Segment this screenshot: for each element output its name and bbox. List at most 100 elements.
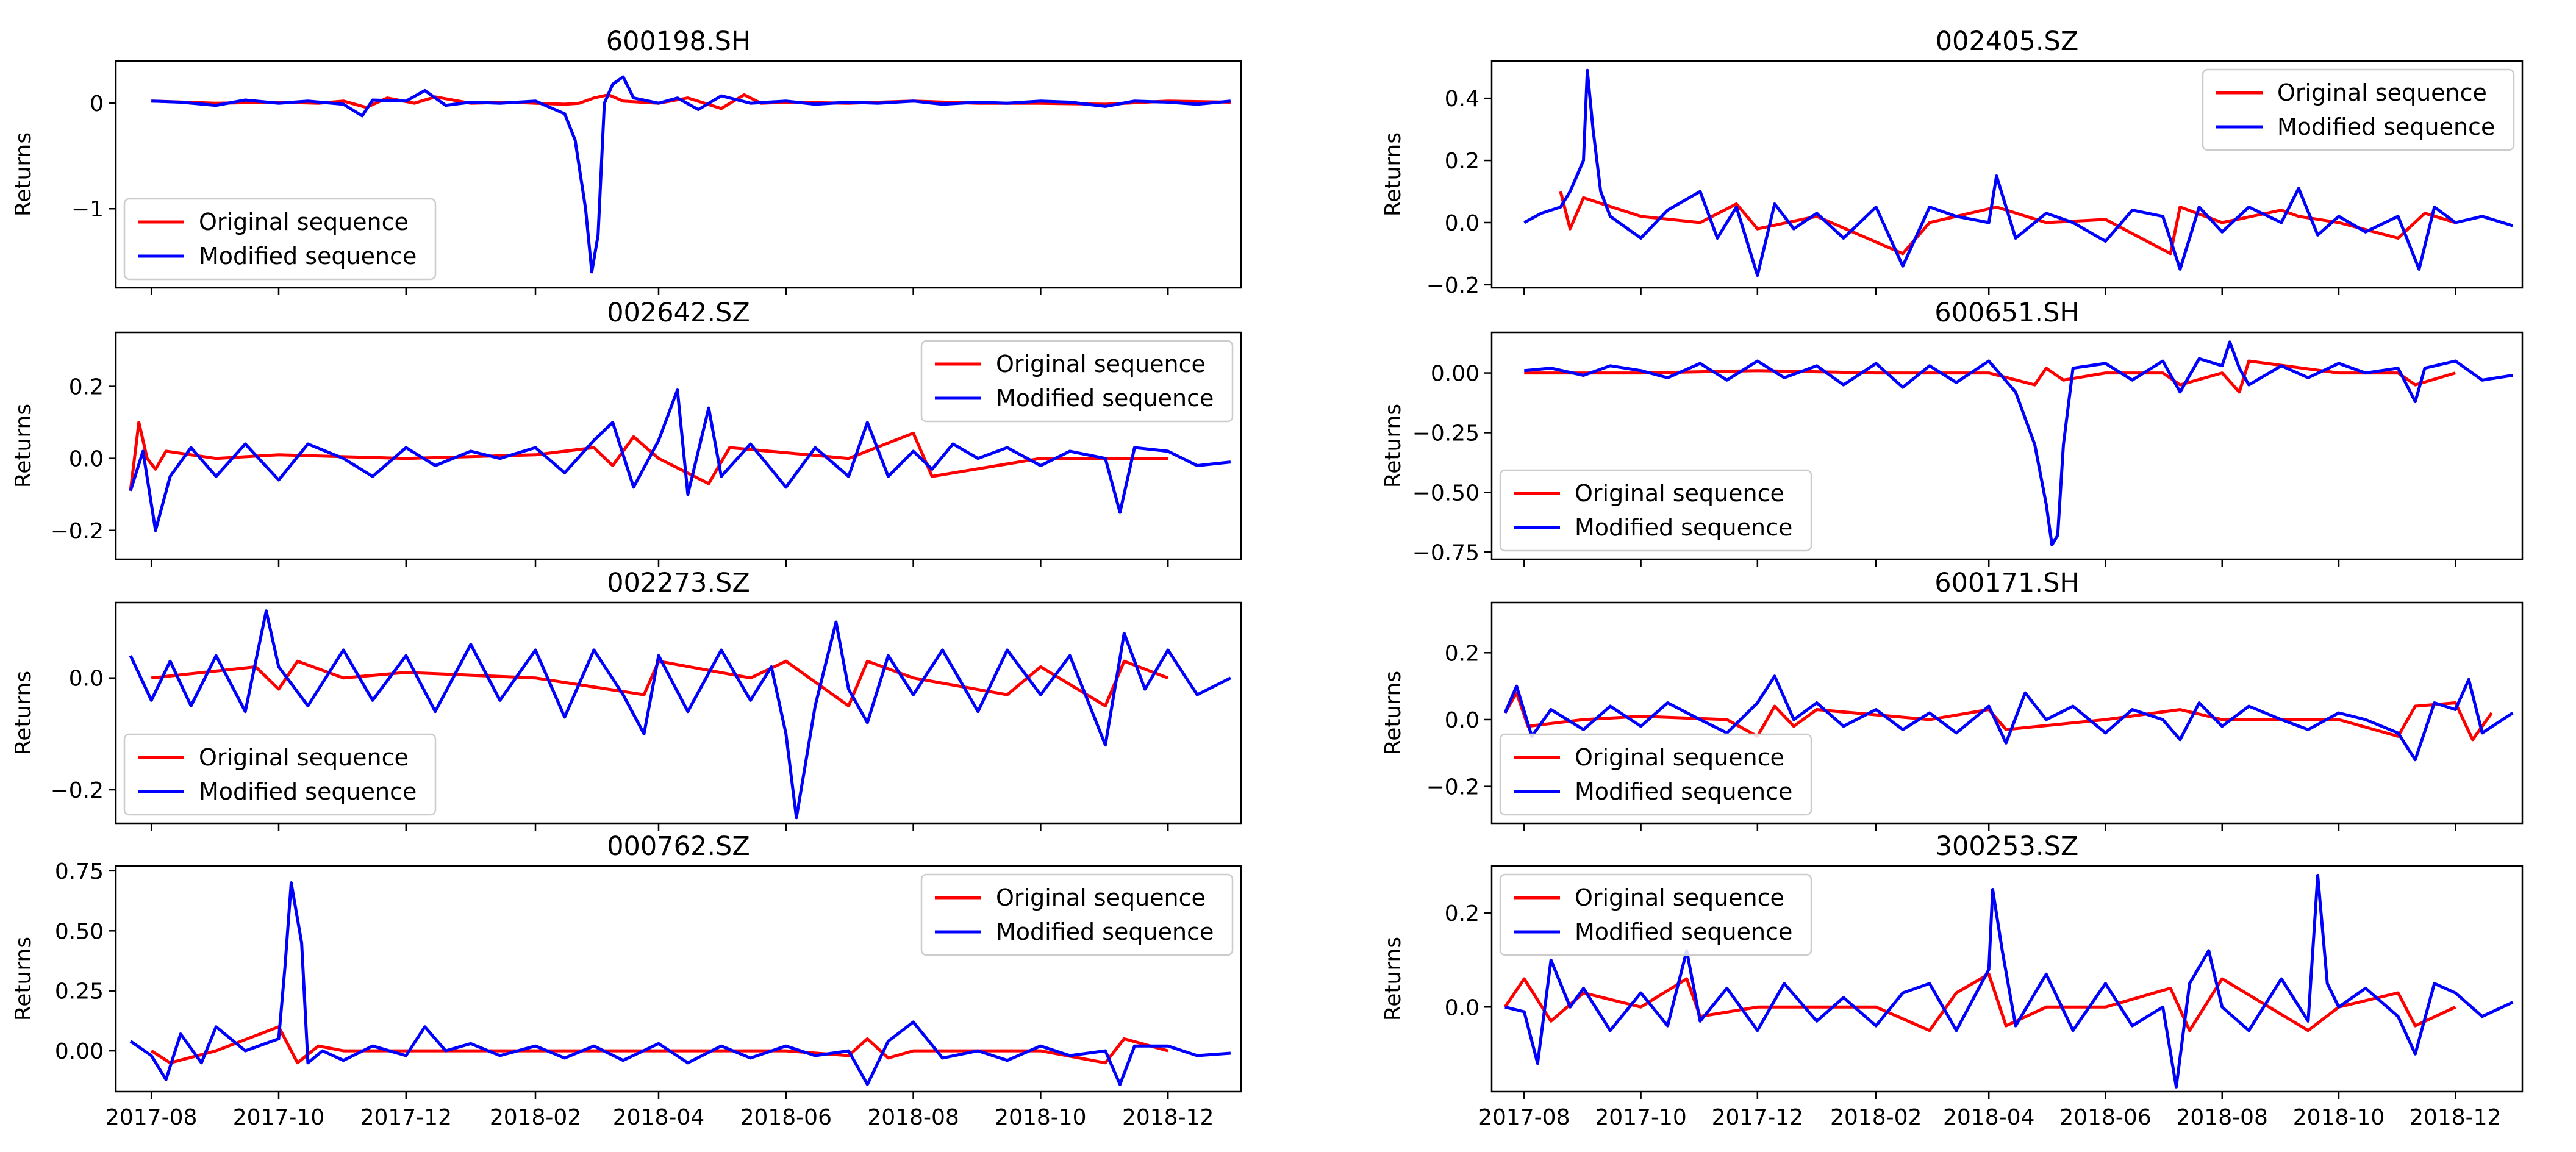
axes-frame [115,60,1242,289]
y-tick-label: −0.50 [1412,481,1479,506]
y-tick-label: 0.4 [1445,87,1479,112]
series-line-modified [151,75,1231,274]
y-tick-label: 0.00 [55,1039,104,1064]
x-tick-label: 2018-02 [490,1105,581,1130]
x-tick-label: 2018-10 [2293,1105,2385,1130]
y-tick-label: 0.75 [55,859,104,884]
legend-label-modified: Modified sequence [996,385,1214,412]
x-tick-label: 2017-10 [1595,1105,1686,1130]
subplot-002405.SZ: 002405.SZ −0.2 0.0 0.2 0.4 Returns Original se… [1381,26,2524,298]
legend-label-modified: Modified sequence [1575,514,1792,541]
axes-frame [1490,865,2524,1093]
legend-label-original: Original sequence [2277,79,2487,106]
legend-box [1499,733,1812,816]
y-tick-label: 0 [90,91,104,116]
y-tick-label: −1 [71,197,104,222]
legend-label-modified: Modified sequence [1575,778,1792,805]
chart-title: 002642.SZ [607,298,750,328]
y-tick-label: −0.2 [51,519,104,544]
series-line-original [129,421,1168,492]
subplot-000762.SZ: 000762.SZ 0.00 0.25 0.50 0.75 2017-08 2017-10 2… [11,831,1242,1130]
subplot-600198.SH: 600198.SH −1 0 Returns Original sequence Modi… [11,26,1242,295]
y-tick-label: 0.2 [1445,901,1479,926]
y-axis-label: Returns [11,937,36,1021]
subplot-002642.SZ: 002642.SZ −0.2 0.0 0.2 Returns Original seque… [11,298,1242,567]
legend: Original sequence Modified sequence [920,873,1234,956]
legend: Original sequence Modified sequence [123,733,437,816]
y-tick-label: −0.2 [1426,775,1479,800]
series-line-original [1503,691,2493,742]
y-axis-label: Returns [1381,132,1406,216]
x-tick-label: 2018-08 [867,1105,959,1130]
subplot-600171.SH: 600171.SH −0.2 0.0 0.2 Returns Original seque… [1381,568,2524,831]
x-tick-label: 2018-02 [1830,1105,1922,1130]
chart-title: 600651.SH [1934,298,2079,328]
y-tick-label: 0.2 [1445,641,1479,666]
legend: Original sequence Modified sequence [1499,469,1812,552]
series-line-modified [1504,873,2514,1089]
series-line-modified [129,388,1231,532]
y-tick-label: 0.2 [1445,149,1479,174]
chart-title: 000762.SZ [607,831,750,862]
legend-box [920,340,1234,423]
axes-frame [115,601,1242,825]
x-tick-label: 2017-12 [360,1105,452,1130]
legend-label-modified: Modified sequence [1575,918,1792,945]
y-tick-label: 0.0 [1445,708,1479,733]
x-tick-label: 2018-04 [1943,1105,2034,1130]
y-tick-label: 0.25 [55,979,104,1004]
y-tick-label: 0.0 [69,667,104,692]
legend-label-original: Original sequence [996,884,1206,911]
y-axis-label: Returns [1381,671,1406,755]
series-line-modified [129,881,1231,1086]
chart-title: 300253.SZ [1936,831,2079,862]
legend-label-original: Original sequence [1575,480,1784,507]
x-tick-label: 2018-12 [1122,1105,1214,1130]
y-axis-label: Returns [11,671,36,755]
y-tick-label: 0.2 [69,375,104,400]
legend-label-modified: Modified sequence [199,778,417,805]
chart-title: 002405.SZ [1936,26,2079,57]
legend-box [2202,68,2515,151]
axes-frame [1490,601,2524,825]
legend-label-modified: Modified sequence [2277,113,2495,140]
subplot-002273.SZ: 002273.SZ −0.2 0.0 Returns Original sequence… [11,568,1242,831]
y-tick-label: 0.0 [69,447,104,472]
series-line-modified [1524,340,2513,546]
x-tick-label: 2018-12 [2410,1105,2501,1130]
x-tick-label: 2017-12 [1712,1105,1803,1130]
series-line-original [1524,359,2456,394]
y-tick-label: 0.00 [1431,362,1479,387]
axes-frame [115,865,1242,1093]
y-tick-label: −0.25 [1412,421,1479,446]
x-tick-label: 2018-08 [2177,1105,2268,1130]
legend-label-original: Original sequence [199,744,409,771]
subplot-600651.SH: 600651.SH −0.75 −0.50 −0.25 0.00 Returns Origi… [1381,298,2524,567]
series-line-original [1559,191,2456,256]
legend-box [1499,469,1812,552]
legend-box [123,198,437,281]
y-tick-label: −0.2 [51,778,104,803]
series-line-modified [1503,674,2514,762]
legend-box [123,733,437,816]
axes-frame [115,331,1242,560]
legend: Original sequence Modified sequence [1499,733,1812,816]
chart-title: 002273.SZ [607,568,750,598]
series-line-original [1503,972,2456,1032]
x-tick-label: 2017-10 [233,1105,324,1130]
legend-box [920,873,1234,956]
legend: Original sequence Modified sequence [1499,873,1812,956]
y-tick-label: −0.2 [1426,273,1479,298]
legend-box [1499,873,1812,956]
x-tick-label: 2018-06 [740,1105,832,1130]
y-axis-label: Returns [11,132,36,216]
y-axis-label: Returns [1381,404,1406,488]
x-tick-label: 2017-08 [1478,1105,1570,1130]
series-line-original [151,659,1169,707]
y-axis-label: Returns [11,404,36,488]
series-line-original [150,1025,1168,1065]
y-tick-label: 0.0 [1445,995,1479,1020]
legend: Original sequence Modified sequence [2202,68,2515,151]
series-line-modified [129,609,1232,820]
